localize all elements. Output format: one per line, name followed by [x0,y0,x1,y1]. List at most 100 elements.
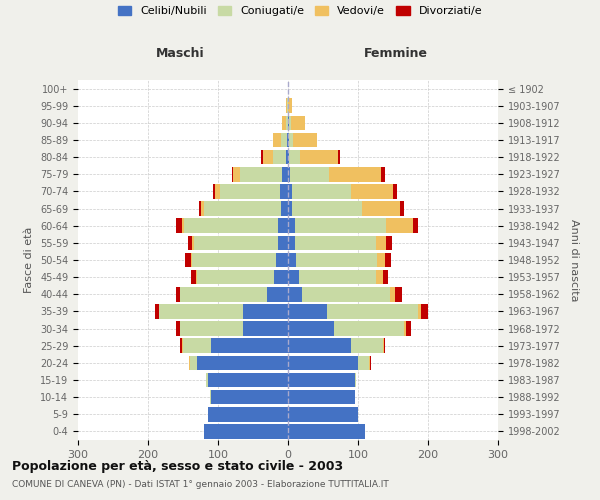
Bar [242,304,288,318]
Bar [334,322,404,336]
Bar [288,338,351,353]
Bar [288,304,326,318]
Bar [272,132,281,148]
Bar [421,304,428,318]
Bar [329,167,381,182]
Bar [292,202,361,216]
Bar [295,218,386,233]
Bar [289,132,293,148]
Bar [241,167,283,182]
Bar [288,322,334,336]
Bar [406,322,411,336]
Bar [288,270,299,284]
Bar [278,218,288,233]
Bar [185,252,191,268]
Bar [176,218,182,233]
Bar [288,236,295,250]
Bar [191,270,196,284]
Bar [286,98,287,113]
Bar [287,132,288,148]
Bar [400,202,404,216]
Bar [220,184,280,198]
Bar [179,322,242,336]
Bar [197,356,288,370]
Bar [393,184,397,198]
Y-axis label: Fasce di età: Fasce di età [25,227,34,293]
Bar [376,270,383,284]
Legend: Celibi/Nubili, Coniugati/e, Vedovi/e, Divorziati/e: Celibi/Nubili, Coniugati/e, Vedovi/e, Di… [118,6,482,16]
Bar [383,338,384,353]
Bar [280,184,288,198]
Bar [361,202,400,216]
Bar [292,184,351,198]
Bar [355,372,356,388]
Bar [277,236,288,250]
Bar [208,372,288,388]
Bar [183,338,211,353]
Bar [287,98,288,113]
Bar [179,287,267,302]
Bar [290,167,329,182]
Bar [384,338,385,353]
Bar [286,116,288,130]
Bar [377,252,385,268]
Bar [193,236,277,250]
Bar [288,132,289,148]
Bar [338,150,340,164]
Bar [204,202,281,216]
Bar [288,202,292,216]
Text: Popolazione per età, sesso e stato civile - 2003: Popolazione per età, sesso e stato civil… [12,460,343,473]
Bar [184,218,278,233]
Bar [288,167,290,182]
Bar [180,338,182,353]
Bar [289,150,300,164]
Text: COMUNE DI CANEVA (PN) - Dati ISTAT 1° gennaio 2003 - Elaborazione TUTTITALIA.IT: COMUNE DI CANEVA (PN) - Dati ISTAT 1° ge… [12,480,389,489]
Bar [381,167,385,182]
Bar [242,322,288,336]
Bar [276,252,288,268]
Bar [291,116,305,130]
Bar [176,322,179,336]
Bar [358,356,368,370]
Bar [192,236,193,250]
Bar [370,356,371,370]
Bar [288,116,289,130]
Bar [155,304,158,318]
Bar [281,202,288,216]
Bar [395,287,402,302]
Bar [199,202,200,216]
Bar [263,150,274,164]
Bar [283,116,286,130]
Bar [204,424,288,438]
Bar [302,287,389,302]
Bar [351,338,383,353]
Bar [190,356,197,370]
Bar [211,390,288,404]
Bar [211,338,288,353]
Bar [288,356,358,370]
Bar [368,356,370,370]
Bar [274,270,288,284]
Bar [215,184,220,198]
Bar [288,287,302,302]
Bar [288,390,355,404]
Bar [200,202,204,216]
Bar [208,407,288,422]
Bar [188,236,192,250]
Bar [288,218,295,233]
Bar [176,287,179,302]
Bar [197,270,274,284]
Bar [232,167,233,182]
Bar [288,424,365,438]
Bar [404,322,406,336]
Bar [418,304,421,318]
Bar [206,372,208,388]
Bar [213,184,215,198]
Text: Femmine: Femmine [364,47,428,60]
Bar [288,372,355,388]
Bar [192,252,276,268]
Text: Maschi: Maschi [155,47,205,60]
Bar [262,150,263,164]
Bar [351,184,393,198]
Bar [385,252,391,268]
